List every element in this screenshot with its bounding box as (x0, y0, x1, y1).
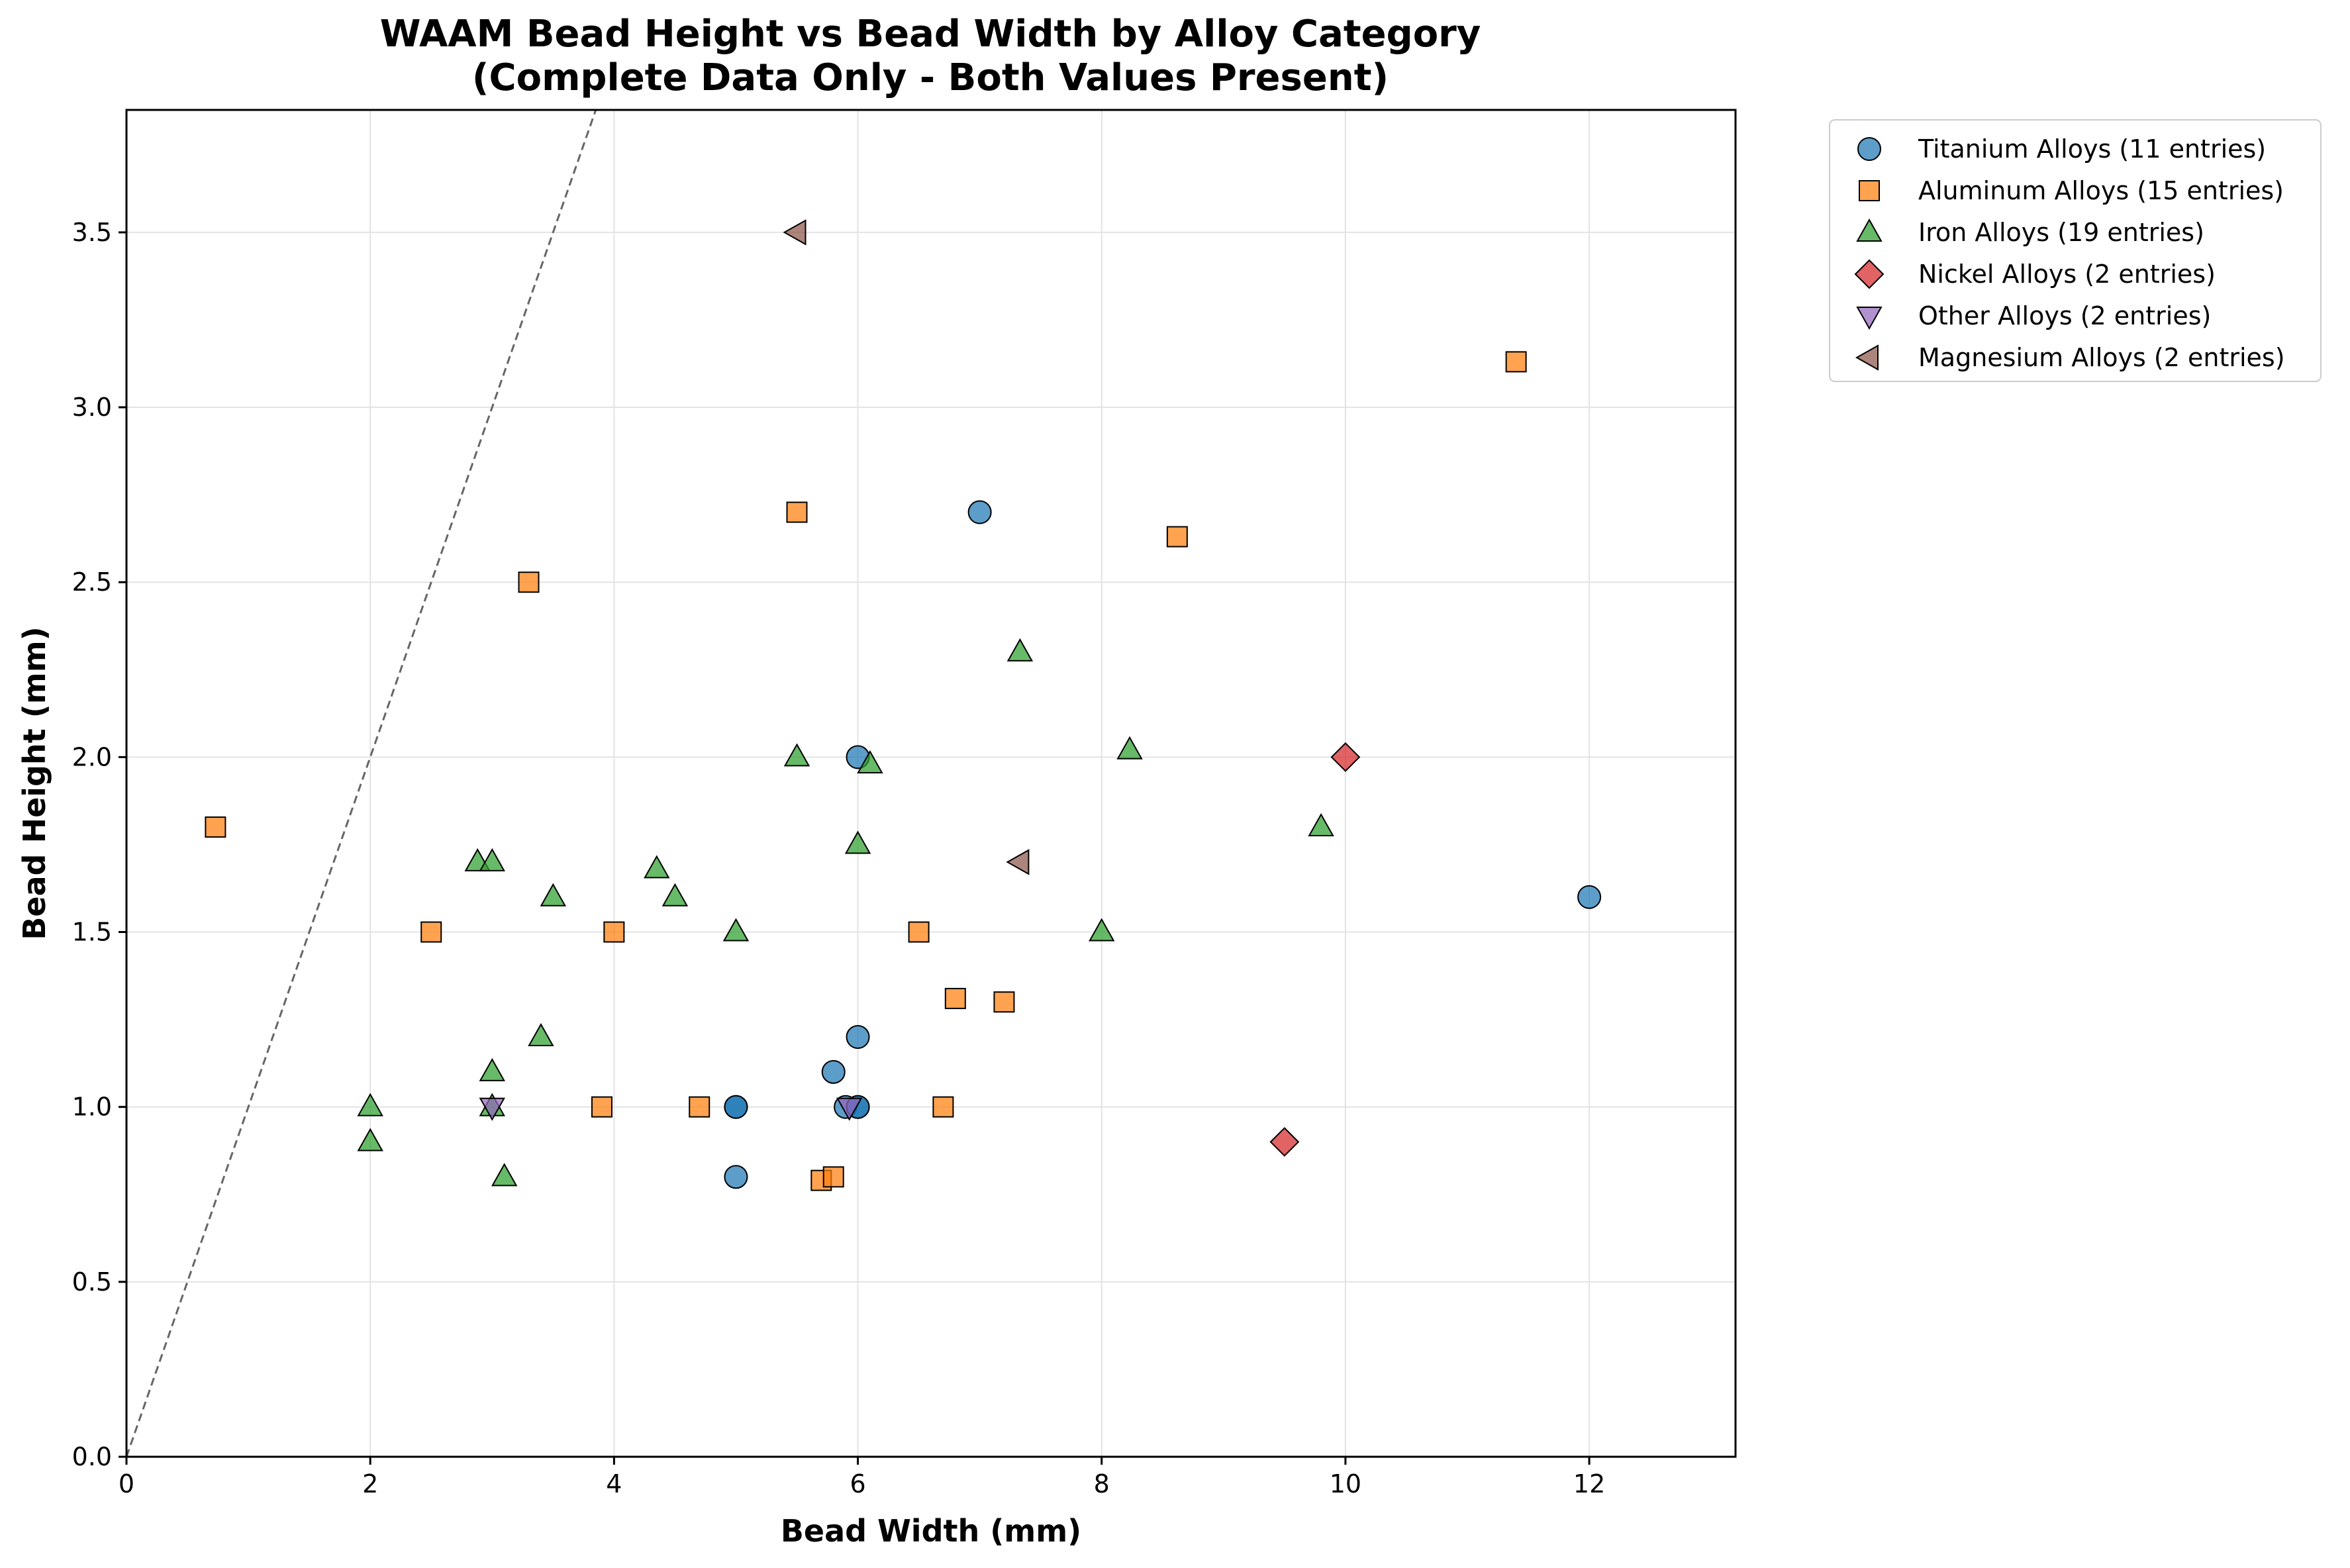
data-point (846, 1025, 870, 1050)
data-point (967, 500, 992, 524)
legend-item: Other Alloys (2 entries) (1856, 301, 2211, 330)
data-point (783, 219, 807, 246)
data-point (689, 1096, 710, 1118)
x-tick-label: 12 (1573, 1469, 1605, 1498)
data-point (1330, 742, 1361, 772)
legend-item: Iron Alloys (19 entries) (1856, 218, 2204, 247)
data-point (528, 1022, 554, 1047)
chart-title: WAAM Bead Height vs Bead Width by Alloy … (380, 13, 1481, 56)
data-point (479, 848, 505, 871)
series-square (205, 351, 1527, 1191)
data-point (644, 855, 670, 879)
legend-box (1829, 119, 2322, 382)
legend-marker (1857, 137, 1881, 161)
data-point (821, 1059, 846, 1084)
legend-item: Magnesium Alloys (2 entries) (1855, 343, 2285, 372)
x-tick-label: 0 (119, 1469, 134, 1498)
data-point (1166, 526, 1188, 548)
y-tick-label: 2.5 (72, 567, 112, 597)
data-points (205, 219, 1602, 1191)
data-point (836, 1097, 863, 1121)
data-point (722, 918, 750, 942)
data-point (1089, 918, 1115, 942)
legend-item: Aluminum Alloys (15 entries) (1859, 176, 2284, 205)
y-tick-label: 3.5 (72, 218, 112, 247)
y-axis-title: Bead Height (mm) (17, 626, 52, 940)
legend-label: Iron Alloys (19 entries) (1918, 218, 2204, 247)
data-point (944, 987, 966, 1009)
y-tick-label: 0.5 (72, 1267, 112, 1297)
data-point (1116, 736, 1143, 760)
data-point (1269, 1127, 1300, 1157)
data-point (857, 750, 883, 773)
data-point (724, 1165, 748, 1189)
data-point (591, 1096, 612, 1118)
data-point (491, 1163, 518, 1187)
x-tick-label: 2 (362, 1469, 378, 1498)
data-point (1006, 849, 1030, 875)
data-point (479, 1057, 505, 1081)
data-point (420, 921, 442, 943)
x-axis-title: Bead Width (mm) (781, 1513, 1081, 1549)
data-point (1006, 638, 1034, 662)
legend: Titanium Alloys (11 entries) Aluminum All… (1829, 119, 2322, 382)
legend-item: Titanium Alloys (11 entries) (1857, 134, 2266, 164)
reference-line (125, 109, 597, 1457)
legend-label: Nickel Alloys (2 entries) (1918, 260, 2216, 289)
axis-ticks: 0 2 4 6 8 10 12 0.0 0.5 1.0 1.5 2.0 2.5 3.0 3.5 (72, 218, 1606, 1498)
y-tick-label: 2.0 (72, 742, 112, 771)
x-tick-label: 10 (1330, 1469, 1361, 1498)
legend-marker (1854, 259, 1885, 289)
legend-label: Aluminum Alloys (15 entries) (1918, 176, 2284, 205)
data-point (479, 1097, 505, 1121)
data-point (786, 501, 808, 523)
plot-area (125, 109, 1737, 1458)
data-point (1308, 812, 1334, 837)
data-point (783, 743, 810, 767)
data-point (540, 883, 567, 906)
legend-marker (1856, 307, 1883, 330)
legend-marker (1859, 180, 1880, 201)
legend-item: Nickel Alloys (2 entries) (1854, 259, 2216, 289)
data-point (844, 830, 871, 854)
legend-label: Titanium Alloys (11 entries) (1918, 134, 2266, 164)
series-diamond (1269, 742, 1361, 1157)
data-point (993, 991, 1015, 1013)
x-tick-label: 6 (850, 1469, 865, 1498)
data-point (1577, 885, 1602, 909)
data-point (932, 1096, 954, 1118)
y-tick-label: 3.0 (72, 393, 112, 422)
data-point (661, 883, 689, 906)
data-point (518, 571, 540, 593)
data-point (357, 1093, 383, 1116)
legend-label: Other Alloys (2 entries) (1918, 301, 2211, 330)
y-tick-label: 1.5 (72, 918, 112, 947)
data-point (1505, 351, 1527, 373)
x-tick-label: 8 (1094, 1469, 1110, 1498)
legend-label: Magnesium Alloys (2 entries) (1918, 343, 2285, 372)
series-triangle-up (357, 638, 1334, 1187)
data-point (205, 816, 226, 838)
data-point (908, 921, 930, 943)
x-tick-label: 4 (606, 1469, 622, 1498)
y-tick-label: 1.0 (72, 1093, 112, 1122)
data-point (357, 1128, 383, 1152)
chart-subtitle: (Complete Data Only - Both Values Presen… (472, 56, 1389, 99)
data-point (603, 921, 625, 943)
data-point (724, 1095, 748, 1119)
series-triangle-left (783, 219, 1030, 875)
y-tick-label: 0.0 (72, 1442, 112, 1471)
data-point (822, 1166, 844, 1188)
legend-marker (1856, 218, 1883, 242)
series-triangle-down (479, 1097, 863, 1121)
legend-marker (1855, 344, 1879, 371)
